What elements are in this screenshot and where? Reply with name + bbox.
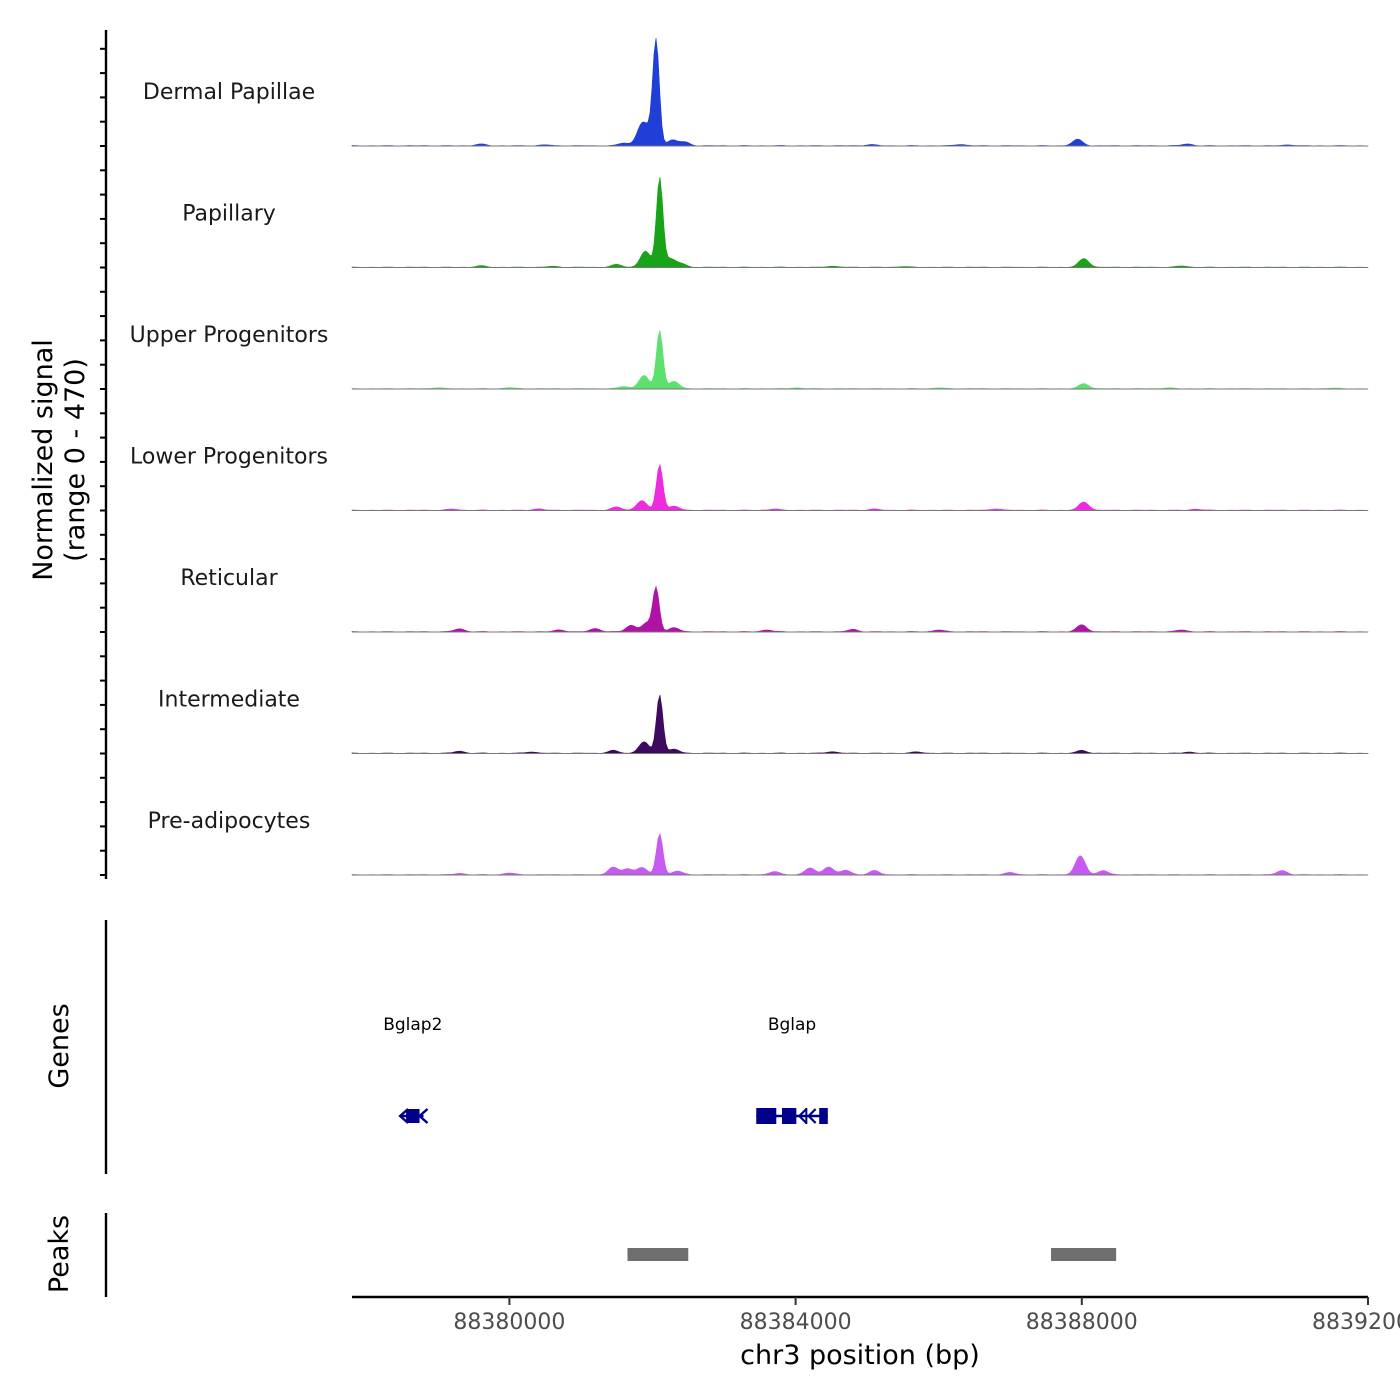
signal-area-intermediate <box>351 694 1369 754</box>
track-papillary: Papillary <box>182 177 1369 269</box>
x-axis-title: chr3 position (bp) <box>740 1340 980 1371</box>
gene-exon <box>406 1109 420 1123</box>
genes-track-title: Genes <box>44 1003 75 1088</box>
track-reticular: Reticular <box>180 566 1369 633</box>
strand-arrow <box>417 1108 429 1124</box>
signal-area-pre-adipocytes <box>351 832 1369 876</box>
track-label-upper-progenitors: Upper Progenitors <box>130 323 329 348</box>
strand-arrow <box>398 1108 409 1124</box>
x-tick-label: 88384000 <box>740 1310 852 1335</box>
signal-area-upper-progenitors <box>351 330 1369 390</box>
y-axis-title-line1: Normalized signal <box>28 339 59 581</box>
gene-label-bglap2: Bglap2 <box>383 1015 442 1035</box>
signal-area-dermal-papillae <box>351 37 1369 147</box>
strand-arrow <box>797 1108 808 1124</box>
track-label-lower-progenitors: Lower Progenitors <box>130 445 328 470</box>
track-upper-progenitors: Upper Progenitors <box>130 323 1369 390</box>
signal-area-lower-progenitors <box>351 463 1369 511</box>
x-tick-label: 88388000 <box>1026 1310 1138 1335</box>
track-dermal-papillae: Dermal Papillae <box>143 37 1369 147</box>
signal-area-papillary <box>351 177 1369 268</box>
y-axis-title-line2: (range 0 - 470) <box>60 358 91 562</box>
gene-bglap: Bglap <box>756 1015 828 1124</box>
peaks-track-title: Peaks <box>44 1215 75 1293</box>
x-axis: 88380000 88384000 88388000 88392000 <box>352 1295 1400 1335</box>
genes-track: Bglap2 Bglap <box>104 920 828 1174</box>
track-lower-progenitors: Lower Progenitors <box>130 445 1369 512</box>
peaks-track <box>104 1213 1117 1297</box>
signal-tracks: Dermal Papillae Papillary Upper Progenitor… <box>100 30 1369 879</box>
track-label-papillary: Papillary <box>182 202 276 227</box>
track-intermediate: Intermediate <box>158 688 1369 755</box>
gene-bglap2: Bglap2 <box>383 1015 442 1124</box>
track-pre-adipocytes: Pre-adipocytes <box>148 809 1369 876</box>
strand-arrow <box>807 1108 817 1124</box>
signal-area-reticular <box>351 585 1369 633</box>
track-label-intermediate: Intermediate <box>158 688 300 713</box>
track-label-dermal-papillae: Dermal Papillae <box>143 80 315 105</box>
gene-exon <box>782 1108 797 1124</box>
x-tick-label: 88392000 <box>1312 1310 1400 1335</box>
x-tick-label: 88380000 <box>453 1310 565 1335</box>
gene-exon <box>819 1108 828 1124</box>
peak-region <box>627 1248 689 1261</box>
peak-region <box>1051 1248 1117 1261</box>
gene-label-bglap: Bglap <box>768 1015 816 1035</box>
track-label-reticular: Reticular <box>180 566 278 591</box>
track-label-pre-adipocytes: Pre-adipocytes <box>148 809 311 834</box>
gene-exon <box>756 1108 777 1124</box>
